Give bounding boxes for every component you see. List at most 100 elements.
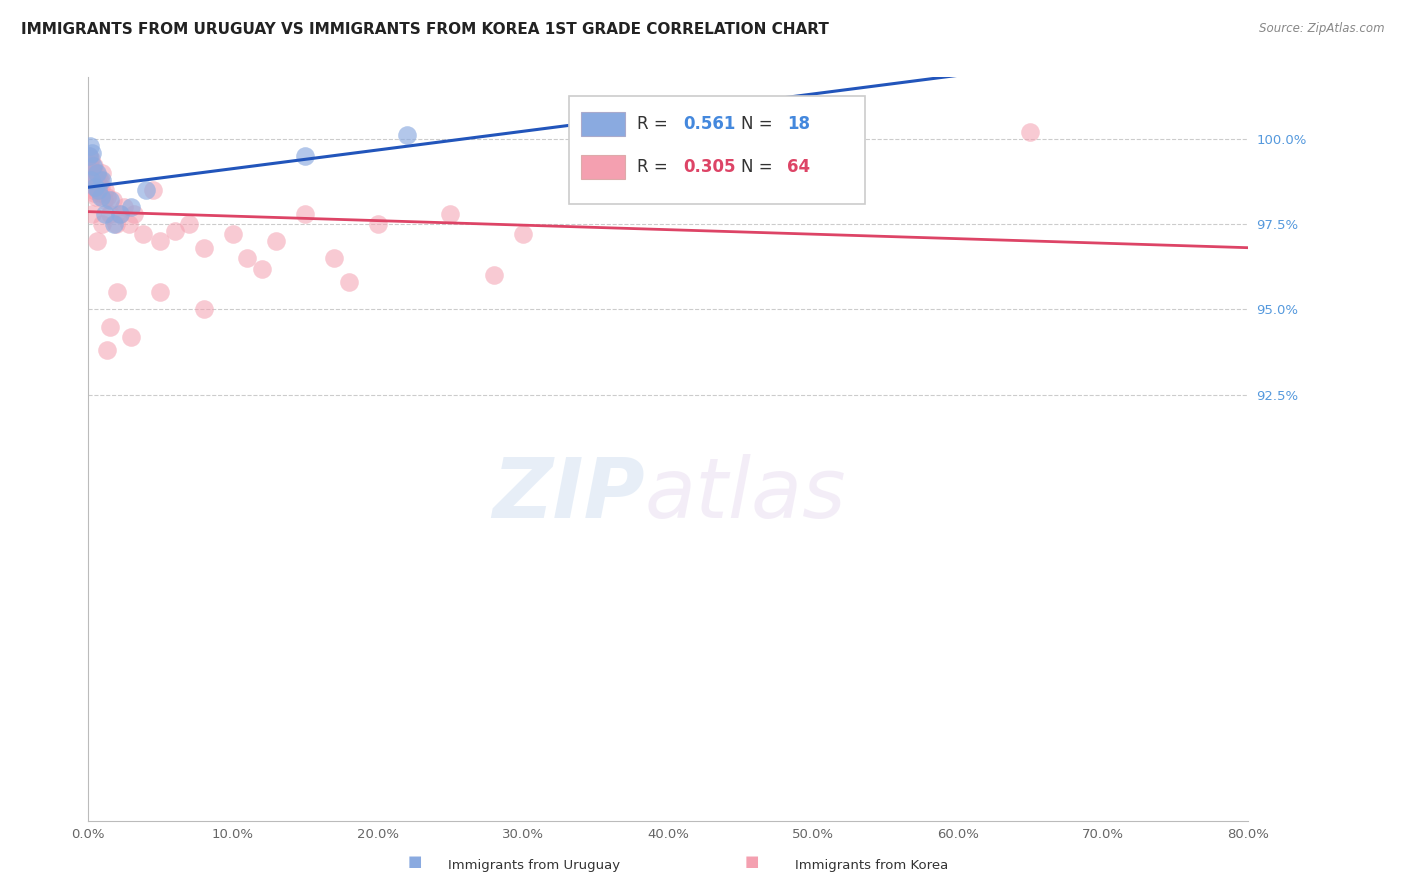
Point (121, 330, 143, 344)
Point (80, 162, 103, 177)
Point (79, 173, 101, 187)
Point (83, 173, 105, 187)
Point (82, 183, 104, 197)
Point (84, 173, 107, 187)
Point (222, 227, 245, 242)
Point (79, 166, 101, 180)
Point (323, 252, 346, 266)
Point (482, 268, 505, 283)
Point (93, 194, 115, 208)
Text: 0.305: 0.305 (683, 158, 735, 176)
Text: ■: ■ (408, 854, 422, 869)
Point (98, 194, 121, 208)
Point (82, 145, 104, 160)
Point (83, 179, 105, 194)
Text: 0.561: 0.561 (683, 115, 735, 133)
Text: atlas: atlas (645, 453, 846, 534)
Point (98, 207, 121, 221)
Point (90, 179, 112, 194)
FancyBboxPatch shape (581, 155, 626, 178)
FancyBboxPatch shape (569, 96, 865, 204)
Point (108, 207, 131, 221)
Point (101, 194, 124, 208)
Text: IMMIGRANTS FROM URUGUAY VS IMMIGRANTS FROM KOREA 1ST GRADE CORRELATION CHART: IMMIGRANTS FROM URUGUAY VS IMMIGRANTS FR… (21, 22, 830, 37)
Point (87, 183, 110, 197)
Text: Immigrants from Uruguay: Immigrants from Uruguay (449, 859, 620, 872)
Point (91, 217, 114, 231)
Point (86, 176, 108, 190)
Text: N =: N = (741, 158, 778, 176)
Point (179, 217, 201, 231)
Point (86, 234, 108, 248)
Point (83, 159, 105, 173)
Point (84, 179, 107, 194)
Point (112, 200, 135, 214)
Point (80, 179, 103, 194)
Point (90, 190, 112, 204)
Text: Source: ZipAtlas.com: Source: ZipAtlas.com (1260, 22, 1385, 36)
Point (82, 207, 104, 221)
Point (395, 128, 418, 143)
Point (367, 217, 389, 231)
Point (80, 173, 103, 187)
Point (82, 166, 104, 180)
Point (79, 138, 101, 153)
Point (84, 190, 107, 204)
Point (294, 149, 316, 163)
Point (94, 207, 117, 221)
Text: ZIP: ZIP (492, 453, 645, 534)
Point (82, 159, 104, 173)
Point (108, 207, 131, 221)
Point (86, 166, 108, 180)
Text: ■: ■ (745, 854, 759, 869)
Point (236, 252, 259, 266)
Point (86, 183, 108, 197)
Point (103, 217, 125, 231)
Point (98, 319, 121, 334)
Point (124, 207, 146, 221)
Text: 64: 64 (787, 158, 811, 176)
Text: N =: N = (741, 115, 778, 133)
Point (132, 227, 155, 242)
Point (121, 200, 143, 214)
Point (266, 234, 288, 248)
Point (91, 173, 114, 187)
Point (96, 343, 118, 358)
Point (87, 169, 110, 184)
Point (250, 261, 273, 276)
Point (83, 183, 105, 197)
Text: 18: 18 (787, 115, 810, 133)
Y-axis label: 1st Grade: 1st Grade (0, 417, 7, 483)
Point (439, 207, 461, 221)
Point (135, 183, 157, 197)
Point (163, 224, 186, 238)
Point (79, 159, 101, 173)
Point (77, 149, 100, 163)
Text: R =: R = (637, 158, 672, 176)
Point (149, 234, 172, 248)
Point (104, 217, 127, 231)
Point (79, 166, 101, 180)
Point (89, 173, 111, 187)
Point (294, 207, 316, 221)
FancyBboxPatch shape (581, 112, 626, 136)
Point (94, 183, 117, 197)
Point (193, 241, 215, 255)
Point (80, 153, 103, 167)
Point (142, 183, 165, 197)
Point (149, 285, 172, 300)
Point (82, 176, 104, 190)
Point (80, 169, 103, 184)
Point (105, 285, 128, 300)
Point (337, 275, 360, 289)
Point (79, 149, 101, 163)
Text: R =: R = (637, 115, 672, 133)
Point (91, 166, 114, 180)
Point (77, 155, 100, 169)
Point (193, 302, 215, 317)
Point (1019, 125, 1042, 139)
Point (89, 186, 111, 201)
Point (96, 190, 118, 204)
Text: Immigrants from Korea: Immigrants from Korea (796, 859, 948, 872)
Point (117, 217, 139, 231)
